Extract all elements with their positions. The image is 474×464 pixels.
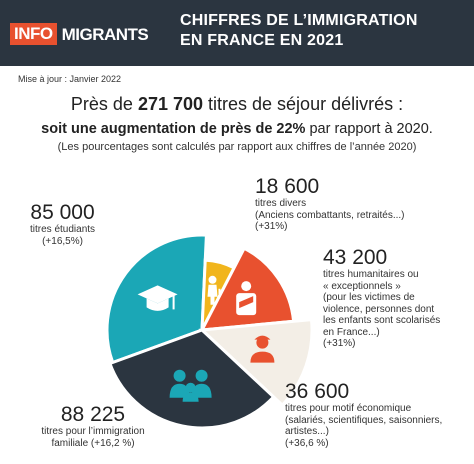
update-date: Mise à jour : Janvier 2022 bbox=[18, 74, 122, 84]
logo-migrants: MIGRANTS bbox=[61, 25, 149, 44]
header-banner: INFO MIGRANTS CHIFFRES DE L’IMMIGRATION … bbox=[0, 0, 474, 66]
text-humanitaires-1: titres humanitaires ou bbox=[323, 269, 419, 280]
worker-icon bbox=[250, 335, 275, 363]
text-humanitaires-2: « exceptionnels » bbox=[323, 280, 401, 292]
text-humanitaires-3: (pour les victimes de bbox=[323, 292, 415, 303]
text-divers: titres divers bbox=[255, 198, 307, 209]
subline: soit une augmentation de près de 22% par… bbox=[0, 120, 474, 138]
label-familiale: 88 225 titres pour l’immigration familia… bbox=[18, 404, 168, 449]
value-humanitaires: 43 200 bbox=[323, 246, 388, 269]
headline-prefix: Près de bbox=[70, 94, 138, 114]
subline-bold: soit une augmentation de près de 22% bbox=[41, 121, 306, 137]
title-line-1: CHIFFRES DE L’IMMIGRATION bbox=[180, 12, 418, 29]
text-economique-2: (salariés, scientifiques, saisonniers, bbox=[285, 414, 443, 426]
injured-person-icon bbox=[236, 281, 257, 316]
change-divers: (+31%) bbox=[255, 221, 288, 232]
text-humanitaires-6: en France...) bbox=[323, 326, 380, 338]
value-familiale: 88 225 bbox=[60, 403, 126, 426]
pie-slice-4 bbox=[107, 328, 276, 430]
change-etudiants: (+16,5%) bbox=[42, 235, 83, 247]
headline-number: 271 700 bbox=[137, 94, 204, 114]
text-etudiants: titres étudiants bbox=[30, 224, 96, 235]
label-humanitaires: 43 200 titres humanitaires ou « exceptio… bbox=[323, 247, 440, 350]
value-economique: 36 600 bbox=[285, 380, 350, 403]
text-humanitaires-5: les enfants sont scolarisés bbox=[323, 315, 441, 326]
label-etudiants: 85 000 titres étudiants (+16,5%) bbox=[30, 202, 95, 247]
detail-divers: (Anciens combattants, retraités...) bbox=[255, 209, 405, 221]
headline: Près de 271 700 titres de séjour délivré… bbox=[0, 93, 474, 115]
label-economique: 36 600 titres pour motif économique (sal… bbox=[285, 381, 442, 449]
page-title: CHIFFRES DE L’IMMIGRATION EN FRANCE EN 2… bbox=[180, 11, 470, 51]
family-icon bbox=[169, 369, 212, 402]
infomigrants-logo[interactable]: INFO MIGRANTS bbox=[10, 23, 153, 45]
text-humanitaires-4: violence, personnes dont bbox=[323, 303, 435, 315]
change-economique: (+36,6 %) bbox=[285, 437, 329, 449]
headline-suffix: titres de séjour délivrés : bbox=[203, 94, 404, 114]
subline-rest: par rapport à 2020. bbox=[305, 121, 433, 137]
text-economique-1: titres pour motif économique bbox=[285, 403, 412, 414]
text-economique-3: artistes...) bbox=[285, 426, 329, 437]
title-line-2: EN FRANCE EN 2021 bbox=[180, 32, 344, 49]
text-familiale-2: familiale (+16,2 %) bbox=[51, 437, 135, 449]
value-etudiants: 85 000 bbox=[30, 201, 95, 224]
label-divers: 18 600 titres divers (Anciens combattant… bbox=[255, 176, 405, 233]
note: (Les pourcentages sont calculés par rapp… bbox=[57, 141, 417, 153]
change-humanitaires: (+31%) bbox=[323, 338, 356, 349]
value-divers: 18 600 bbox=[255, 175, 320, 198]
text-familiale-1: titres pour l’immigration bbox=[41, 426, 145, 437]
graduation-cap-icon bbox=[137, 285, 178, 311]
logo-info: INFO bbox=[10, 23, 57, 45]
